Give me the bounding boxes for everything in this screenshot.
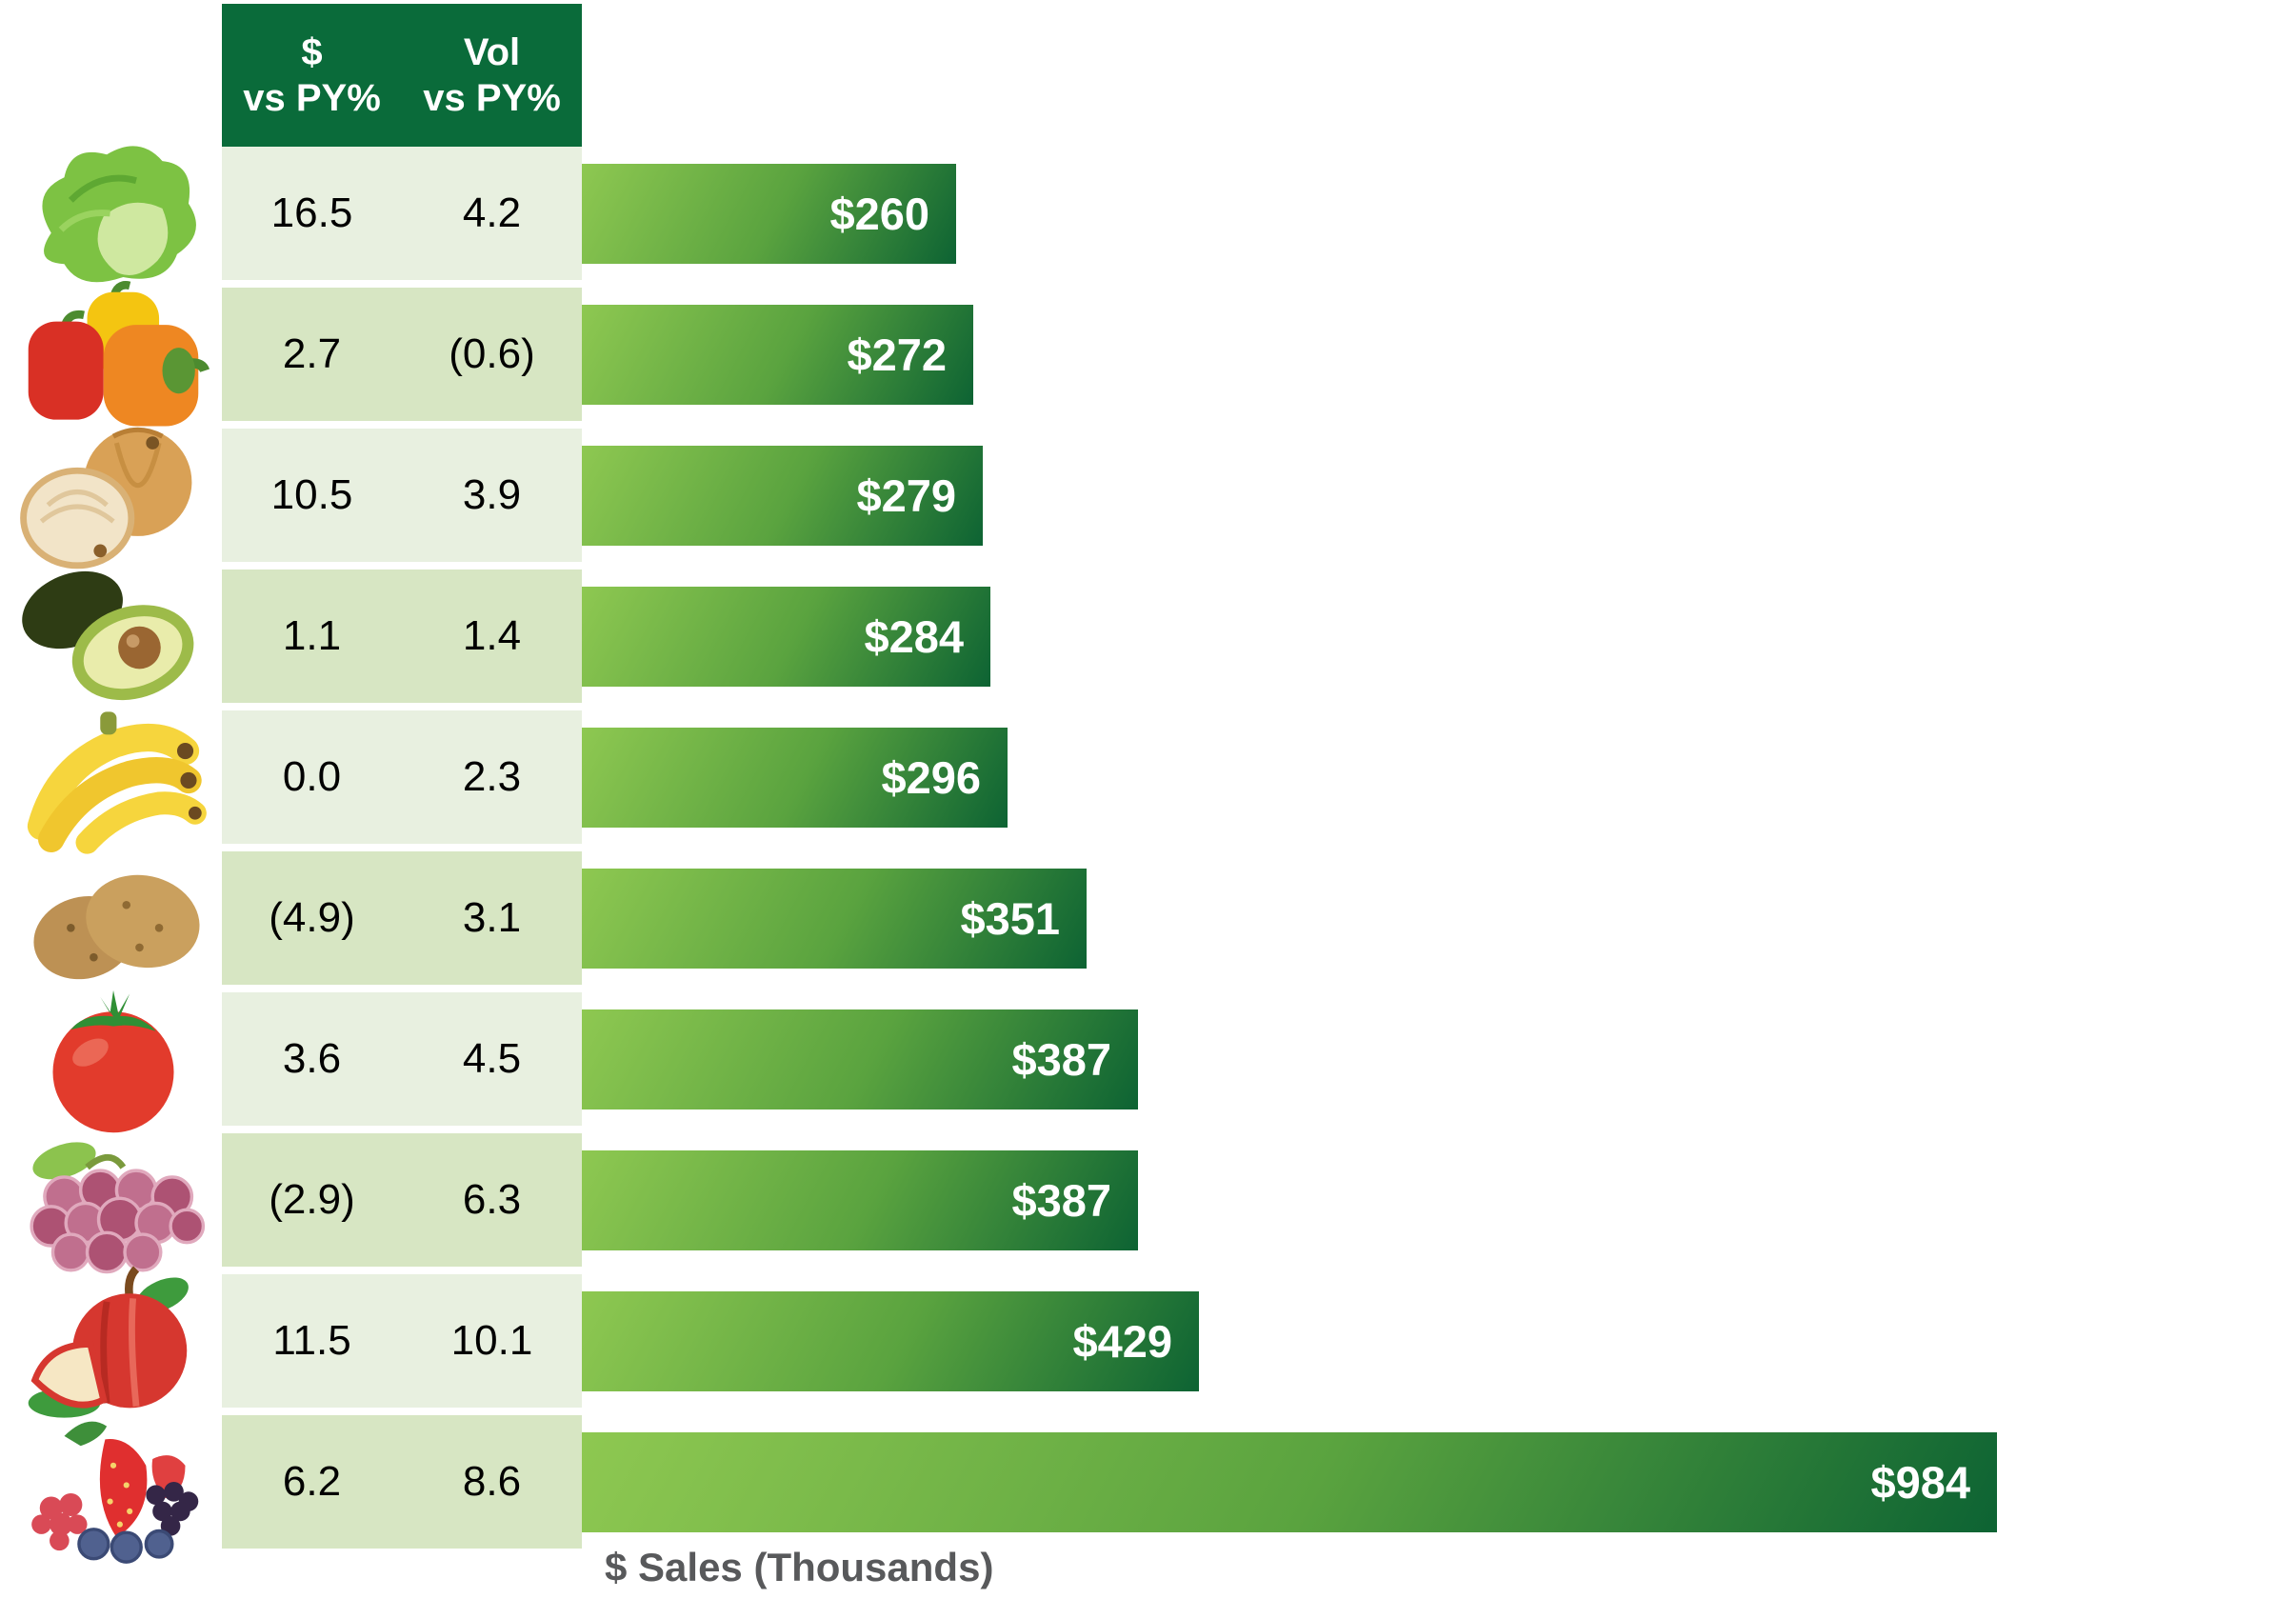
vol-vs-py-value: 10.1 xyxy=(450,1317,533,1364)
vol-vs-py-value: 3.1 xyxy=(462,894,522,941)
sales-bar-label: $984 xyxy=(1870,1457,1970,1508)
header-dollar-vs-py: $ vs PY% xyxy=(222,4,402,147)
dollar-vs-py-value: 1.1 xyxy=(282,612,342,659)
sales-bar-label: $296 xyxy=(881,752,981,803)
row-background xyxy=(222,429,582,562)
vol-vs-py-value: 6.3 xyxy=(462,1176,522,1223)
dollar-vs-py-value: (2.9) xyxy=(269,1176,355,1223)
dollar-vs-py-value: 16.5 xyxy=(270,190,353,236)
x-axis-label: $ Sales (Thousands) xyxy=(605,1545,994,1589)
avocado-icon xyxy=(15,552,211,720)
lettuce-icon xyxy=(15,130,211,297)
sales-bar: $279 xyxy=(582,446,983,546)
bell-peppers-icon xyxy=(15,270,211,438)
sales-bar-label: $279 xyxy=(856,470,956,521)
dollar-vs-py-value: 3.6 xyxy=(282,1035,342,1082)
row-background xyxy=(222,570,582,703)
row-background xyxy=(222,710,582,844)
sales-bar: $387 xyxy=(582,1150,1138,1250)
dollar-vs-py-value: 0.0 xyxy=(282,753,342,800)
sales-bar: $260 xyxy=(582,164,956,264)
dollar-vs-py-value: 11.5 xyxy=(272,1317,351,1364)
vol-vs-py-value: 3.9 xyxy=(462,471,522,518)
potatoes-icon xyxy=(15,834,211,1002)
sales-bar: $272 xyxy=(582,305,973,405)
header-vol-line1: Vol xyxy=(463,31,521,73)
table-row: (4.9) 3.1 $351 xyxy=(0,851,2296,985)
apple-icon xyxy=(15,1257,211,1425)
table-row: 11.5 10.1 $429 xyxy=(0,1266,2296,1418)
header-dollar-line1: $ xyxy=(301,31,323,73)
sales-bar: $351 xyxy=(582,869,1087,969)
sales-bar: $296 xyxy=(582,728,1008,828)
table-row: 0.0 2.3 $296 xyxy=(0,710,2296,854)
dollar-vs-py-value: 2.7 xyxy=(282,330,342,377)
vol-vs-py-value: 4.5 xyxy=(462,1035,522,1082)
sales-bar: $984 xyxy=(582,1432,1997,1532)
table-row: (2.9) 6.3 $387 xyxy=(0,1133,2296,1274)
sales-bar-label: $284 xyxy=(864,611,964,662)
onion-icon xyxy=(15,411,211,579)
sales-bar-label: $351 xyxy=(960,893,1060,944)
table-row: 1.1 1.4 $284 xyxy=(0,570,2296,703)
sales-bar: $429 xyxy=(582,1291,1199,1391)
tomato-icon xyxy=(15,975,211,1143)
dollar-vs-py-value: (4.9) xyxy=(269,894,355,941)
vol-vs-py-value: 2.3 xyxy=(462,753,522,800)
table-row: 3.6 4.5 $387 xyxy=(0,989,2296,1133)
table-header: $ vs PY% Vol vs PY% xyxy=(222,4,582,147)
vol-vs-py-value: (0.6) xyxy=(449,330,535,377)
row-background xyxy=(222,288,582,421)
sales-bar-label: $260 xyxy=(829,189,929,239)
table-row: 2.7 (0.6) $272 xyxy=(0,281,2296,427)
row-background xyxy=(222,851,582,985)
row-background xyxy=(222,1133,582,1267)
sales-bar-label: $387 xyxy=(1011,1034,1111,1085)
header-dollar-line2: vs PY% xyxy=(243,77,381,119)
sales-bar-label: $387 xyxy=(1011,1175,1111,1226)
row-background xyxy=(222,1274,582,1408)
row-background xyxy=(222,1415,582,1549)
sales-bar: $284 xyxy=(582,587,990,687)
grapes-icon xyxy=(15,1116,211,1284)
table-row: 6.2 8.6 $984 xyxy=(0,1415,2296,1564)
berries-icon xyxy=(15,1398,211,1566)
sales-bar-label: $429 xyxy=(1072,1316,1172,1367)
vol-vs-py-value: 1.4 xyxy=(462,612,522,659)
header-vol-vs-py: Vol vs PY% xyxy=(402,4,582,147)
sales-bar-label: $272 xyxy=(847,330,947,380)
table-row: 16.5 4.2 $260 xyxy=(0,146,2296,283)
table-row: 10.5 3.9 $279 xyxy=(0,427,2296,570)
dollar-vs-py-value: 6.2 xyxy=(282,1458,342,1505)
bananas-icon xyxy=(15,693,211,861)
row-background xyxy=(222,147,582,280)
vol-vs-py-value: 4.2 xyxy=(462,190,522,236)
dollar-vs-py-value: 10.5 xyxy=(270,471,353,518)
sales-bar: $387 xyxy=(582,1009,1138,1109)
row-background xyxy=(222,992,582,1126)
vol-vs-py-value: 8.6 xyxy=(462,1458,522,1505)
header-vol-line2: vs PY% xyxy=(423,77,561,119)
